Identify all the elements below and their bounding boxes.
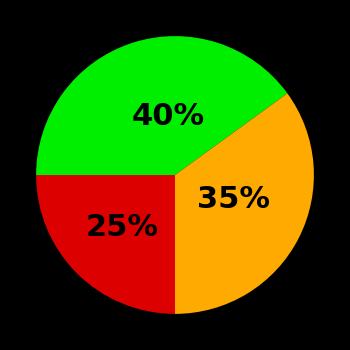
Wedge shape [36,36,287,175]
Wedge shape [36,175,175,314]
Text: 40%: 40% [132,102,205,131]
Text: 25%: 25% [86,213,159,242]
Text: 35%: 35% [197,186,270,215]
Wedge shape [175,93,314,314]
